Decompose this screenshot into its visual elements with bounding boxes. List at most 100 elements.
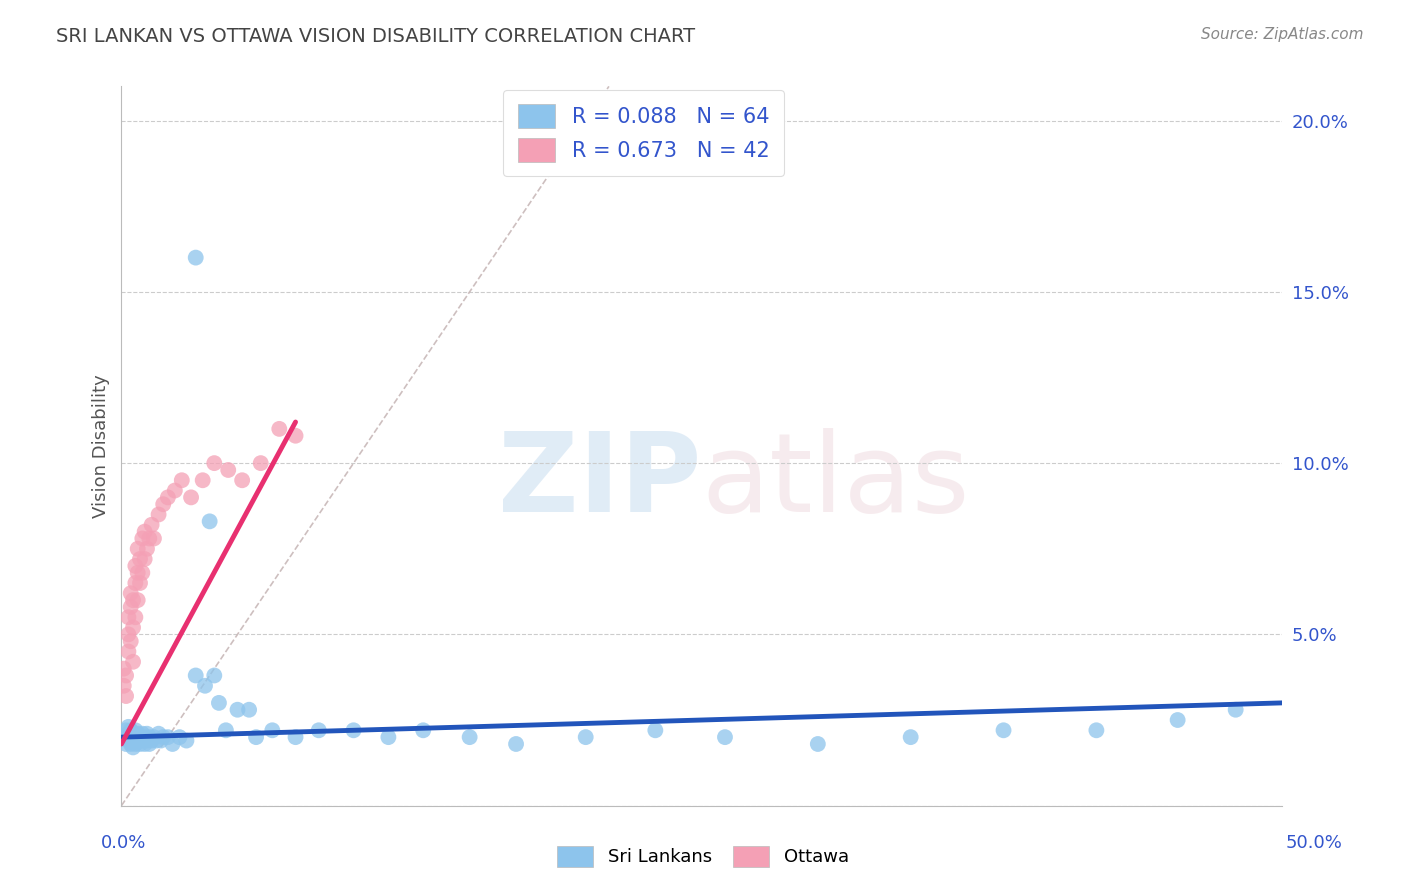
Point [129,730,152,744]
Text: SRI LANKAN VS OTTAWA VISION DISABILITY CORRELATION CHART: SRI LANKAN VS OTTAWA VISION DISABILITY C… [56,27,696,45]
Point [215,723,238,738]
Point [208,696,231,710]
Point [131,532,153,546]
Point [1085,723,1108,738]
Point [134,524,156,539]
Point [129,737,152,751]
Point [993,723,1015,738]
Point [505,737,527,751]
Point [217,463,239,477]
Point [138,737,160,751]
Point [308,723,330,738]
Point [127,733,149,747]
Point [117,727,139,741]
Point [149,733,172,747]
Point [117,610,139,624]
Point [117,733,139,747]
Point [141,733,163,747]
Point [136,727,159,741]
Point [458,730,481,744]
Point [198,514,221,528]
Point [900,730,922,744]
Point [714,730,737,744]
Point [231,473,253,487]
Point [124,723,146,738]
Point [412,723,434,738]
Point [112,662,135,676]
Point [122,593,145,607]
Point [124,737,146,751]
Point [120,723,142,738]
Point [191,473,214,487]
Point [202,668,225,682]
Y-axis label: Vision Disability: Vision Disability [93,374,110,518]
Point [124,576,146,591]
Point [122,733,145,747]
Point [156,730,179,744]
Point [115,723,138,738]
Text: atlas: atlas [702,428,970,535]
Point [124,610,146,624]
Point [142,532,165,546]
Point [194,679,217,693]
Point [156,491,179,505]
Point [141,517,163,532]
Point [262,723,284,738]
Point [129,552,152,566]
Point [127,727,149,741]
Point [1225,703,1247,717]
Point [226,703,249,717]
Point [120,737,142,751]
Point [1167,713,1189,727]
Legend: Sri Lankans, Ottawa: Sri Lankans, Ottawa [550,838,856,874]
Point [284,730,307,744]
Text: ZIP: ZIP [498,428,702,535]
Point [117,627,139,641]
Point [122,621,145,635]
Point [122,740,145,755]
Point [148,508,170,522]
Point [124,730,146,744]
Point [136,541,159,556]
Legend: R = 0.088   N = 64, R = 0.673   N = 42: R = 0.088 N = 64, R = 0.673 N = 42 [503,89,785,177]
Point [184,251,207,265]
Point [122,727,145,741]
Point [176,733,198,747]
Point [112,730,135,744]
Point [142,730,165,744]
Point [131,727,153,741]
Point [131,733,153,747]
Point [245,730,267,744]
Text: 0.0%: 0.0% [101,834,146,852]
Point [145,733,167,747]
Point [163,483,186,498]
Point [120,730,142,744]
Point [238,703,260,717]
Point [127,593,149,607]
Point [120,634,142,648]
Point [115,668,138,682]
Point [377,730,399,744]
Point [131,566,153,580]
Point [127,541,149,556]
Point [120,586,142,600]
Point [180,491,202,505]
Point [129,576,152,591]
Point [202,456,225,470]
Point [269,422,291,436]
Point [644,723,666,738]
Text: 50.0%: 50.0% [1286,834,1343,852]
Point [127,566,149,580]
Point [134,730,156,744]
Point [249,456,271,470]
Point [134,737,156,751]
Point [138,532,160,546]
Point [342,723,364,738]
Point [115,689,138,703]
Point [122,655,145,669]
Point [138,730,160,744]
Point [152,497,174,511]
Text: Source: ZipAtlas.com: Source: ZipAtlas.com [1201,27,1364,42]
Point [115,737,138,751]
Point [117,720,139,734]
